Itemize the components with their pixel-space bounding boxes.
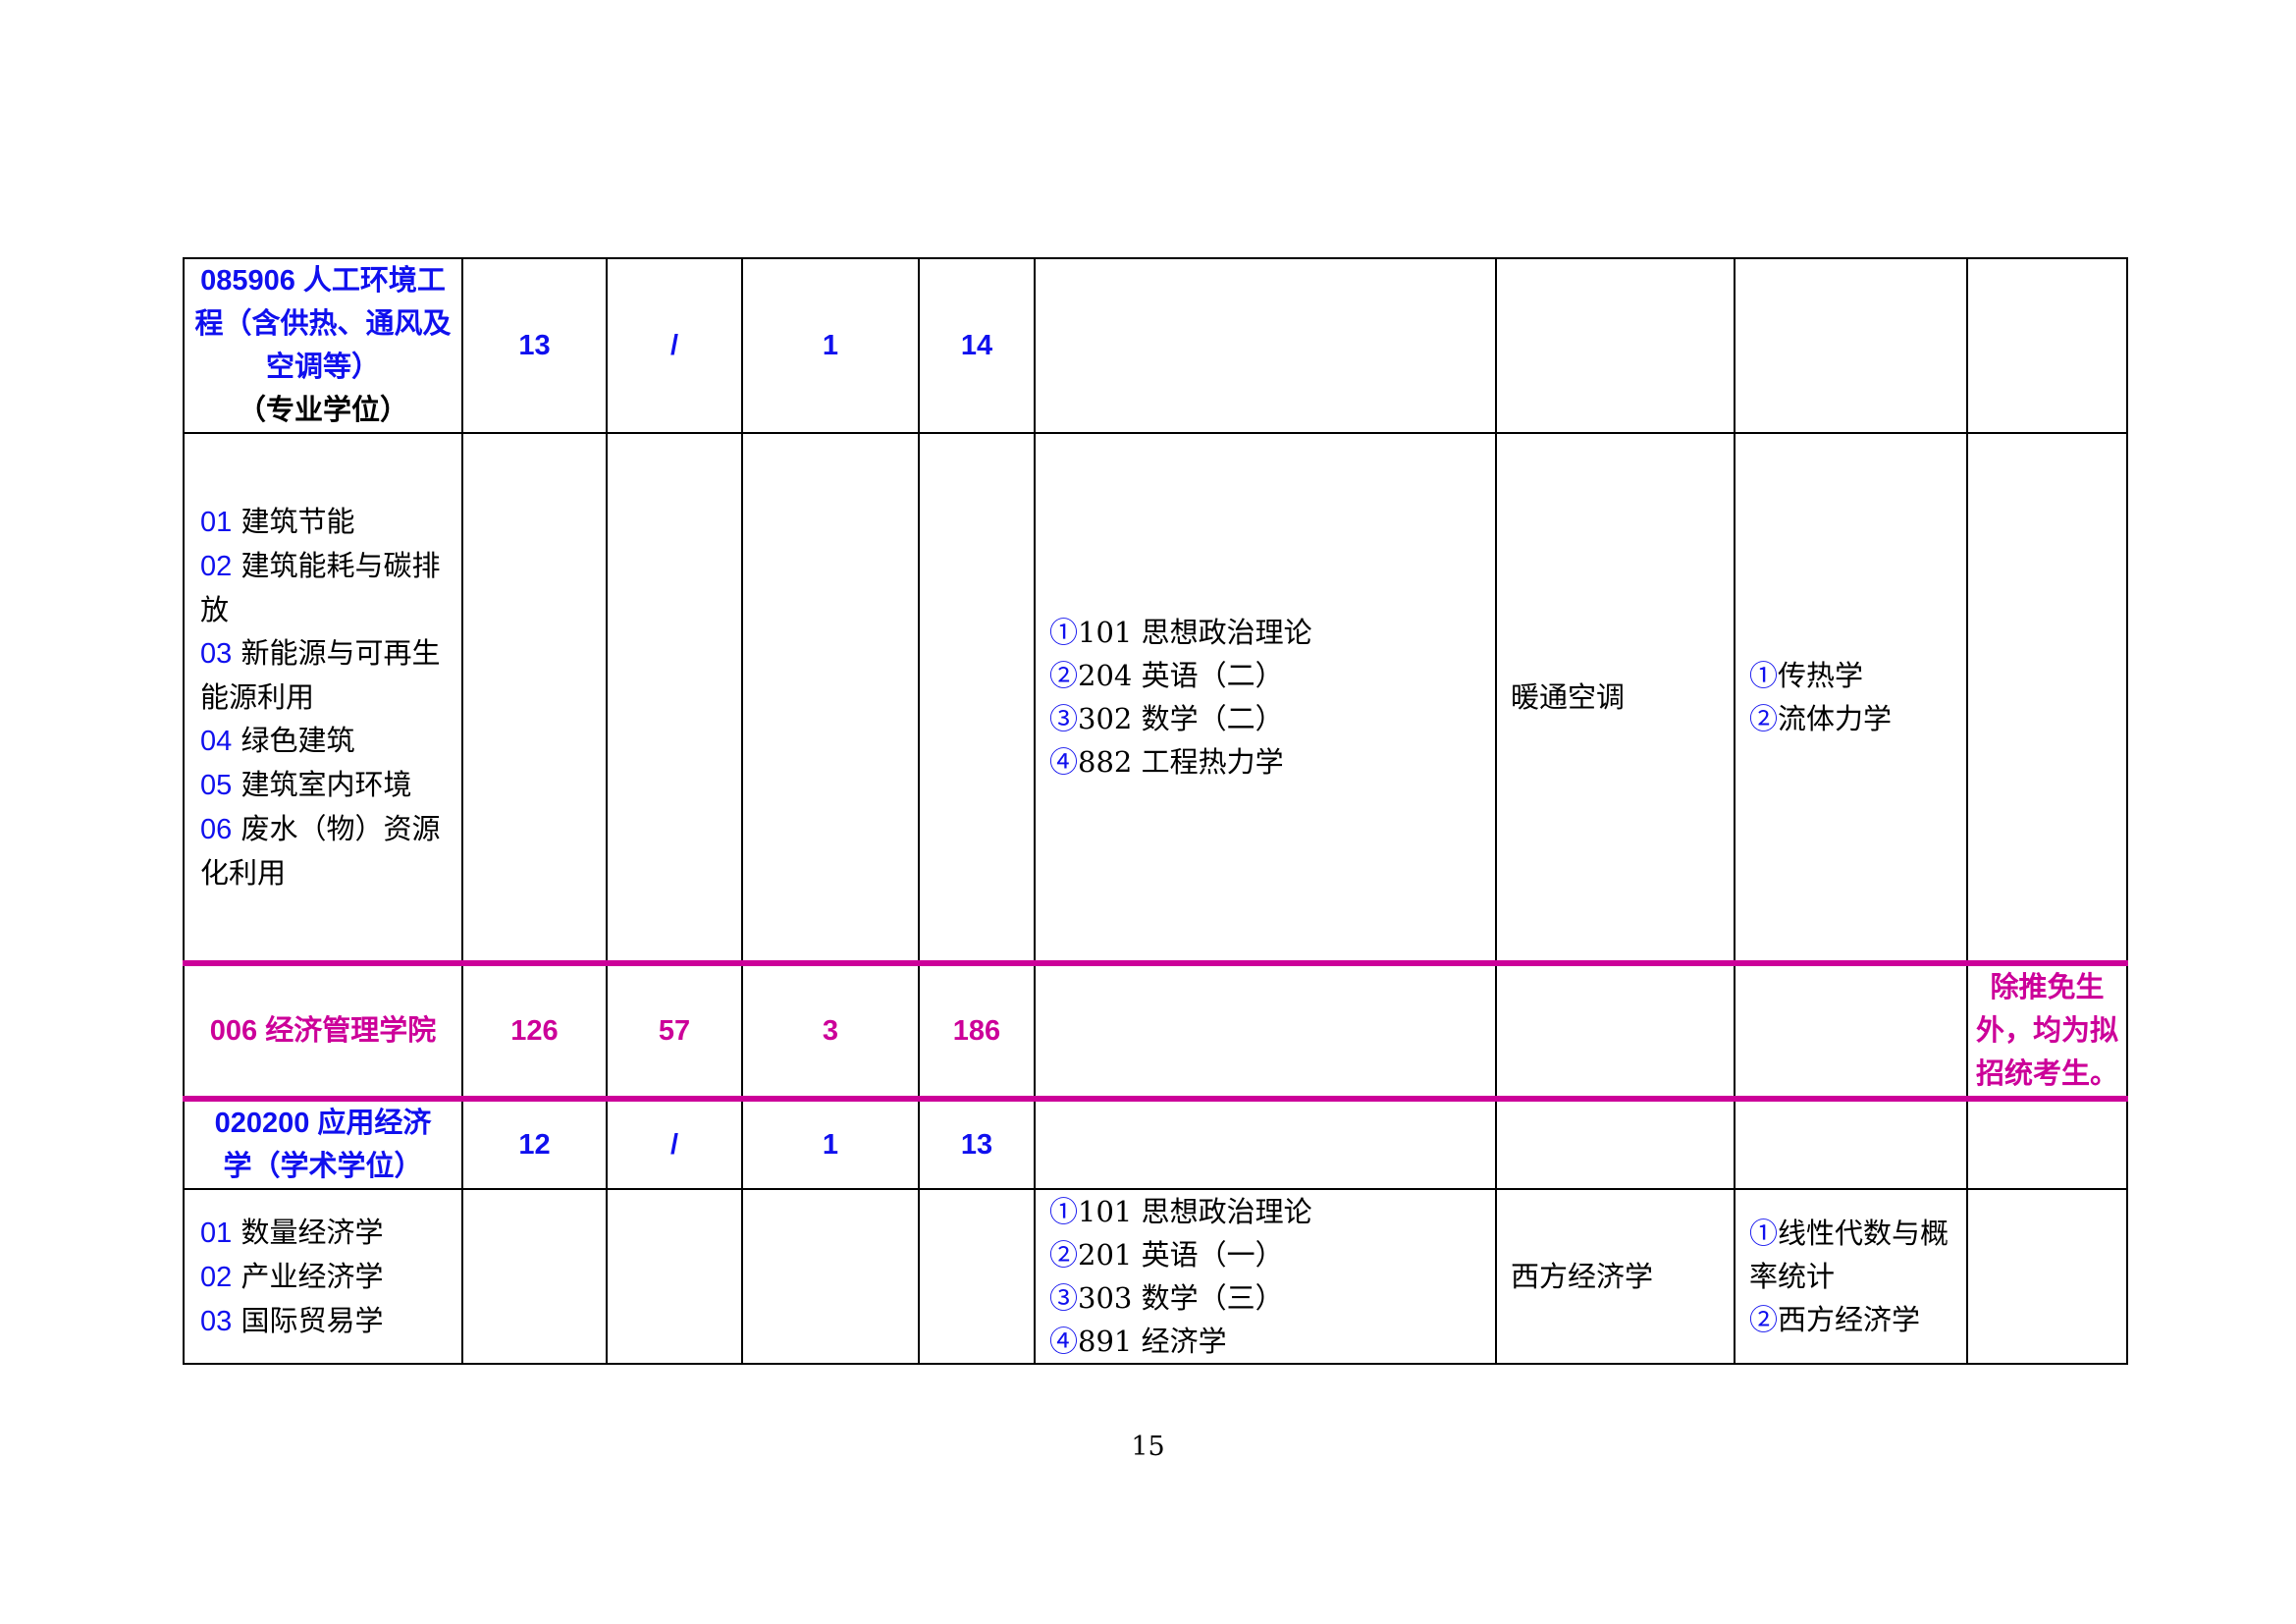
exam-subject: ③302 数学（二） [1049, 697, 1495, 740]
circled-number: ② [1749, 702, 1779, 735]
directions-list: 01 数量经济学 02 产业经济学 03 国际贸易学 [183, 1188, 463, 1365]
subject-text: 流体力学 [1778, 702, 1893, 735]
subject-text: 西方经济学 [1778, 1303, 1921, 1336]
subject-text: 204 英语（二） [1078, 659, 1284, 692]
direction-item: 06 废水（物）资源化利用 [200, 807, 450, 894]
direction-item: 02 产业经济学 [200, 1255, 450, 1299]
direction-name: 建筑能耗与碳排放 [200, 549, 441, 626]
school-name: 006 经济管理学院 [183, 962, 463, 1102]
circled-number: ① [1049, 616, 1079, 649]
direction-code: 02 [200, 1261, 233, 1293]
direction-name: 建筑节能 [240, 505, 355, 538]
direction-name: 数量经济学 [240, 1215, 384, 1249]
direction-name: 新能源与可再生能源利用 [200, 636, 441, 714]
exam-subject: ①101 思想政治理论 [1049, 1190, 1495, 1233]
subject-text: 101 思想政治理论 [1078, 616, 1312, 649]
direction-item: 01 建筑节能 [200, 500, 450, 544]
school-note: 除推免生外，均为拟招统考生。 [1966, 962, 2128, 1102]
exam-subject: ④882 工程热力学 [1049, 740, 1495, 784]
direction-item: 01 数量经济学 [200, 1211, 450, 1255]
count-total: 13 [918, 1098, 1036, 1190]
circled-number: ① [1749, 1217, 1779, 1250]
circled-number: ② [1749, 1303, 1779, 1336]
detail-row: 01 数量经济学 02 产业经济学 03 国际贸易学 ①101 思想政治理论 ②201… [183, 1188, 2128, 1365]
subject-text: 303 数学（三） [1078, 1281, 1284, 1315]
direction-name: 建筑室内环境 [240, 768, 412, 801]
direction-name: 废水（物）资源化利用 [200, 812, 441, 890]
circled-number: ④ [1049, 745, 1079, 779]
detail-row: 01 建筑节能 02 建筑能耗与碳排放 03 新能源与可再生能源利用 04 绿色建筑 0… [183, 432, 2128, 966]
direction-code: 01 [200, 507, 233, 538]
exam-subjects: ①101 思想政治理论 ②204 英语（二） ③302 数学（二） ④882 工程热力… [1034, 432, 1497, 966]
retest-subject: 西方经济学 [1495, 1188, 1735, 1365]
subject-text: 101 思想政治理论 [1078, 1195, 1312, 1228]
direction-code: 01 [200, 1217, 233, 1249]
exam-subject: ②201 英语（一） [1049, 1233, 1495, 1276]
direction-code: 03 [200, 638, 233, 670]
count-a: 12 [461, 1098, 608, 1190]
exam-subject: ①101 思想政治理论 [1049, 611, 1495, 654]
direction-item: 04 绿色建筑 [200, 719, 450, 763]
direction-item: 03 国际贸易学 [200, 1299, 450, 1343]
count-b: / [606, 257, 743, 434]
circled-number: ① [1049, 1195, 1079, 1228]
exam-subject: ②204 英语（二） [1049, 654, 1495, 697]
direction-item: 05 建筑室内环境 [200, 763, 450, 807]
exam-subject: ③303 数学（三） [1049, 1276, 1495, 1320]
subject-text: 线性代数与概率统计 [1749, 1217, 1949, 1293]
circled-number: ① [1749, 659, 1779, 692]
exam-subject: ④891 经济学 [1049, 1320, 1495, 1363]
page-number: 15 [1131, 1432, 1165, 1462]
major-name: 085906 人工环境工程（含供热、通风及空调等） （专业学位） [183, 257, 463, 434]
equivalent-subjects: ①线性代数与概率统计 ②西方经济学 [1734, 1188, 1968, 1365]
major-name: 020200 应用经济学（学术学位） [183, 1098, 463, 1190]
direction-name: 国际贸易学 [240, 1303, 384, 1337]
circled-number: ④ [1049, 1325, 1079, 1358]
count-c: 1 [741, 257, 920, 434]
subject-text: 891 经济学 [1078, 1325, 1227, 1358]
directions-list: 01 建筑节能 02 建筑能耗与碳排放 03 新能源与可再生能源利用 04 绿色建筑 0… [183, 432, 463, 966]
direction-item: 02 建筑能耗与碳排放 [200, 544, 450, 631]
count-c: 3 [741, 962, 920, 1102]
equivalent-subject: ②西方经济学 [1749, 1298, 1966, 1341]
equivalent-subject: ①传热学 [1749, 654, 1966, 697]
retest-subject: 暖通空调 [1495, 432, 1735, 966]
circled-number: ② [1049, 1238, 1079, 1272]
count-a: 13 [461, 257, 608, 434]
count-b: 57 [606, 962, 743, 1102]
count-total: 186 [918, 962, 1036, 1102]
direction-code: 02 [200, 551, 233, 582]
circled-number: ② [1049, 659, 1079, 692]
equivalent-subject: ①线性代数与概率统计 [1749, 1212, 1966, 1298]
equivalent-subjects: ①传热学 ②流体力学 [1734, 432, 1968, 966]
count-b: / [606, 1098, 743, 1190]
subject-text: 传热学 [1778, 659, 1864, 692]
major-row: 085906 人工环境工程（含供热、通风及空调等） （专业学位） 13 / 1 1… [183, 257, 2128, 434]
direction-code: 03 [200, 1305, 233, 1337]
equivalent-subject: ②流体力学 [1749, 697, 1966, 740]
direction-item: 03 新能源与可再生能源利用 [200, 631, 450, 719]
direction-name: 产业经济学 [240, 1259, 384, 1293]
direction-code: 04 [200, 726, 233, 757]
direction-code: 05 [200, 770, 233, 801]
count-c: 1 [741, 1098, 920, 1190]
direction-name: 绿色建筑 [240, 724, 355, 757]
major-row: 020200 应用经济学（学术学位） 12 / 1 13 [183, 1098, 2128, 1190]
circled-number: ③ [1049, 1281, 1079, 1315]
subject-text: 302 数学（二） [1078, 702, 1284, 735]
subject-text: 201 英语（一） [1078, 1238, 1284, 1272]
enrollment-table: 085906 人工环境工程（含供热、通风及空调等） （专业学位） 13 / 1 1… [183, 257, 2128, 1365]
count-a: 126 [461, 962, 608, 1102]
school-row: 006 经济管理学院 126 57 3 186 除推免生外，均为拟招统考生。 [183, 962, 2128, 1102]
circled-number: ③ [1049, 702, 1079, 735]
subject-text: 882 工程热力学 [1078, 745, 1284, 779]
direction-code: 06 [200, 814, 233, 845]
count-total: 14 [918, 257, 1036, 434]
exam-subjects: ①101 思想政治理论 ②201 英语（一） ③303 数学（三） ④891 经济学 [1034, 1188, 1497, 1365]
